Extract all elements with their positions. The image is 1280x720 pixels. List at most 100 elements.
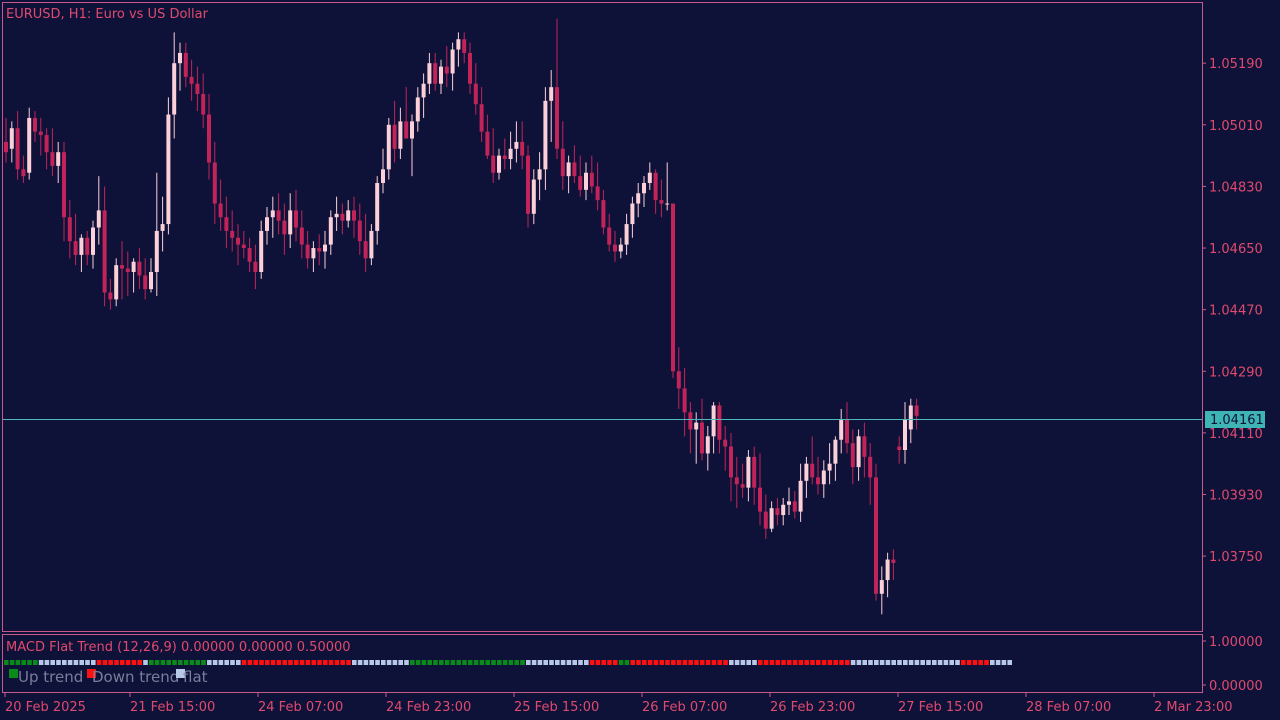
histogram-bar-flat [955, 660, 960, 665]
candle-body-bull [642, 183, 646, 194]
histogram-bar-flat [856, 660, 862, 665]
candle-body-bull [96, 210, 101, 228]
candle-body-bull [537, 169, 542, 180]
candle-body-bull [705, 436, 710, 454]
time-axis-label: 28 Feb 07:00 [1026, 700, 1111, 715]
histogram-bar-flat [850, 660, 856, 665]
histogram-bar-up [624, 660, 630, 665]
histogram-bar-up [33, 660, 38, 665]
candle [56, 141, 61, 183]
histogram-bar-down [328, 660, 334, 665]
histogram-bar-flat [363, 660, 369, 665]
candle [729, 432, 733, 502]
candle [578, 155, 583, 197]
candle [381, 148, 385, 194]
candle [334, 196, 339, 231]
main-chart-frame[interactable] [2, 2, 1203, 632]
candle [711, 402, 716, 454]
histogram-bar-flat [50, 660, 55, 665]
candle [317, 234, 322, 266]
histogram-bar-flat [230, 660, 235, 665]
candle-body-bull [79, 237, 84, 255]
histogram-bar-down [972, 660, 978, 665]
histogram-bar-up [21, 660, 26, 665]
candle [740, 463, 745, 498]
candle-body-bear [340, 213, 345, 221]
candle-body-bear [555, 87, 559, 149]
histogram-bar-flat [85, 660, 90, 665]
candle-body-bear [479, 104, 484, 132]
candle [659, 179, 664, 218]
histogram-bar-flat [386, 660, 392, 665]
candle [282, 203, 287, 255]
candlestick-series [4, 18, 919, 615]
histogram-bar-flat [903, 660, 908, 665]
candle [845, 402, 849, 454]
price-axis-label: 1.05010 [1209, 119, 1263, 134]
candle [253, 244, 258, 290]
candle [102, 186, 107, 307]
histogram-bar-up [514, 660, 519, 665]
candle-body-bull [833, 439, 838, 464]
candle [879, 566, 884, 615]
candle-body-bull [908, 405, 913, 430]
indicator-axis-label-top: 1.00000 [1209, 635, 1263, 650]
histogram-bar-down [630, 660, 635, 665]
candle-body-bear [120, 265, 124, 269]
histogram-bar-up [172, 660, 177, 665]
histogram-bar-flat [995, 660, 1001, 665]
histogram-bar-down [276, 660, 282, 665]
indicator-pane-frame[interactable] [2, 634, 1203, 693]
histogram-bar-down [665, 660, 670, 665]
histogram-bar-down [688, 660, 693, 665]
candle [288, 193, 293, 249]
candle-body-bear [560, 148, 565, 177]
histogram-bar-down [346, 660, 351, 665]
candle-body-bear [433, 63, 438, 84]
histogram-bar-flat [56, 660, 61, 665]
histogram-bar-down [659, 660, 664, 665]
candle-body-bear [183, 52, 188, 77]
histogram-bar-flat [914, 660, 920, 665]
histogram-bar-down [613, 660, 618, 665]
histogram-bar-down [642, 660, 647, 665]
histogram-bar-down [763, 660, 769, 665]
candle [688, 402, 693, 454]
candle-body-bear [502, 155, 507, 160]
candle [340, 203, 345, 235]
candle [891, 549, 896, 581]
histogram-bar-flat [746, 660, 751, 665]
legend-up-swatch [9, 669, 18, 678]
candle [346, 200, 351, 228]
candle [734, 456, 739, 509]
candle-body-bear [734, 477, 739, 485]
histogram-bar-flat [526, 660, 531, 665]
candle-body-bull [531, 179, 536, 214]
histogram-bar-flat [357, 660, 363, 665]
candle [9, 121, 14, 163]
histogram-bar-down [259, 660, 264, 665]
histogram-bar-up [450, 660, 456, 665]
candle [120, 241, 124, 300]
candle-body-bull [56, 152, 61, 166]
candle-body-bear [891, 559, 896, 563]
histogram-bar-flat [729, 660, 734, 665]
candle [630, 196, 635, 238]
candle-body-bull [369, 230, 374, 259]
candle [50, 128, 55, 177]
histogram-bar-up [183, 660, 189, 665]
histogram-bar-down [758, 660, 763, 665]
candle [827, 443, 832, 485]
candle [311, 241, 316, 272]
candle [363, 213, 368, 272]
histogram-bar-flat [752, 660, 757, 665]
candle-body-bear [67, 217, 72, 242]
candle-body-bull [804, 463, 809, 481]
candle-body-bear [485, 131, 490, 156]
histogram-bar-down [804, 660, 809, 665]
histogram-bar-down [792, 660, 798, 665]
candle-body-bear [589, 172, 594, 187]
histogram-bar-up [189, 660, 195, 665]
histogram-bar-down [125, 660, 131, 665]
candle [758, 453, 762, 526]
